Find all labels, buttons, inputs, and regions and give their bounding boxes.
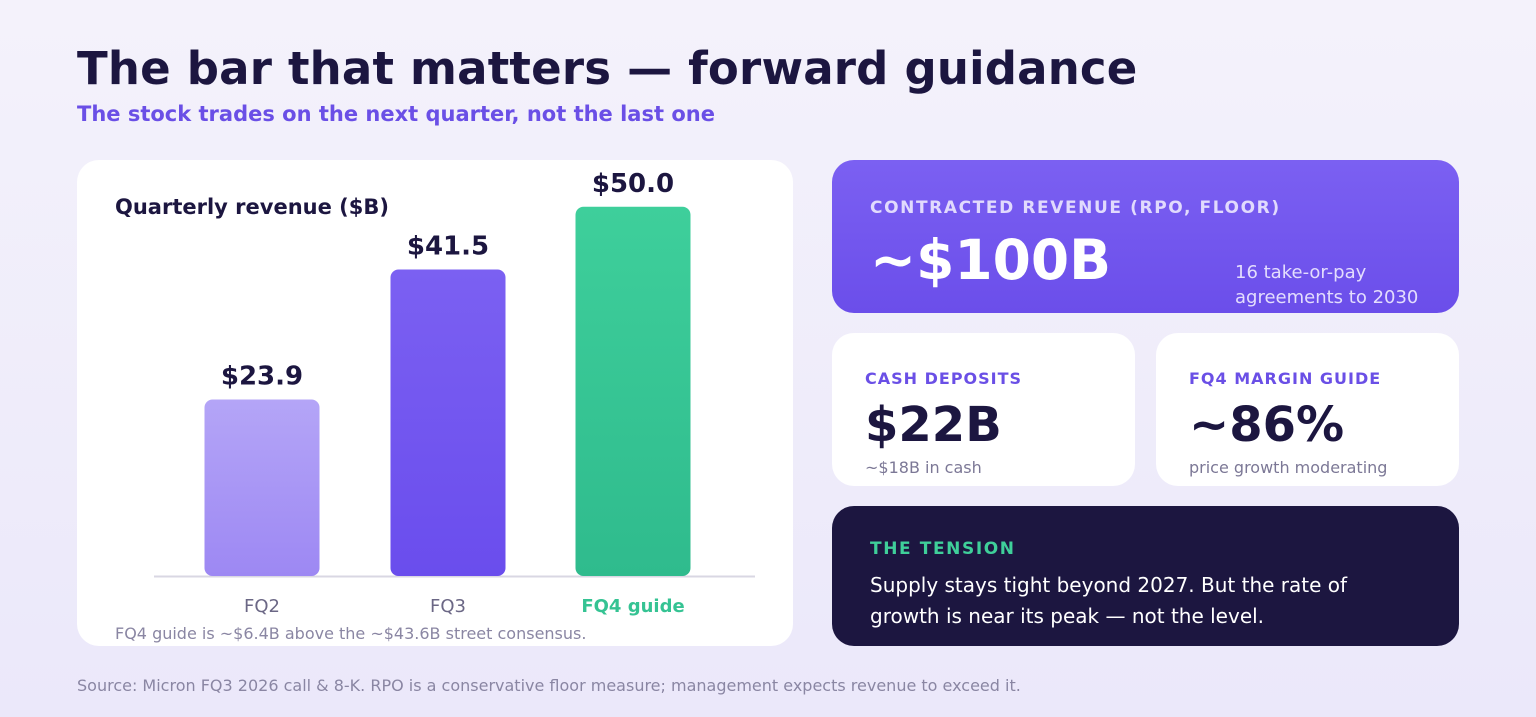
cash-deposits-card: CASH DEPOSITS $22B ~$18B in cash <box>832 333 1135 486</box>
margin-value: ~86% <box>1189 397 1345 453</box>
x-tick-label: FQ2 <box>244 596 280 617</box>
cash-value: $22B <box>865 397 1002 453</box>
data-label: $50.0 <box>592 169 674 199</box>
chart-title: Quarterly revenue ($B) <box>115 195 389 219</box>
rpo-note: 16 take-or-pay agreements to 2030 <box>1235 262 1419 308</box>
revenue-bar-chart: $23.9 FQ2 $41.5 FQ3 $50.0 FQ4 guide <box>154 169 755 617</box>
rpo-label: CONTRACTED REVENUE (RPO, FLOOR) <box>870 198 1281 218</box>
margin-label: FQ4 MARGIN GUIDE <box>1189 369 1382 388</box>
rpo-card: CONTRACTED REVENUE (RPO, FLOOR) ~$100B 1… <box>832 160 1459 313</box>
revenue-chart-card: $23.9 FQ2 $41.5 FQ3 $50.0 FQ4 guide Quarterly… <box>77 160 793 646</box>
page-title: The bar that matters — forward guidance <box>77 42 1138 95</box>
margin-note: price growth moderating <box>1189 458 1388 477</box>
x-tick-label: FQ3 <box>430 596 466 617</box>
cash-label: CASH DEPOSITS <box>865 369 1023 388</box>
bar-fq2 <box>204 399 320 576</box>
data-label: $23.9 <box>221 362 303 392</box>
margin-guide-card: FQ4 MARGIN GUIDE ~86% price growth moder… <box>1156 333 1459 486</box>
chart-annotation: FQ4 guide is ~$6.4B above the ~$43.6B st… <box>115 624 587 643</box>
data-label: $41.5 <box>407 232 489 262</box>
page-subtitle: The stock trades on the next quarter, no… <box>77 102 715 126</box>
x-tick-label: FQ4 guide <box>581 596 684 617</box>
bar-fq4-guide <box>575 206 691 576</box>
tension-card: THE TENSION Supply stays tight beyond 20… <box>832 506 1459 646</box>
bar-fq3 <box>390 269 506 576</box>
tension-body: Supply stays tight beyond 2027. But the … <box>870 573 1348 628</box>
source-note: Source: Micron FQ3 2026 call & 8-K. RPO … <box>77 676 1021 695</box>
tension-label: THE TENSION <box>870 539 1016 559</box>
cash-note: ~$18B in cash <box>865 458 982 477</box>
rpo-value: ~$100B <box>870 228 1112 292</box>
